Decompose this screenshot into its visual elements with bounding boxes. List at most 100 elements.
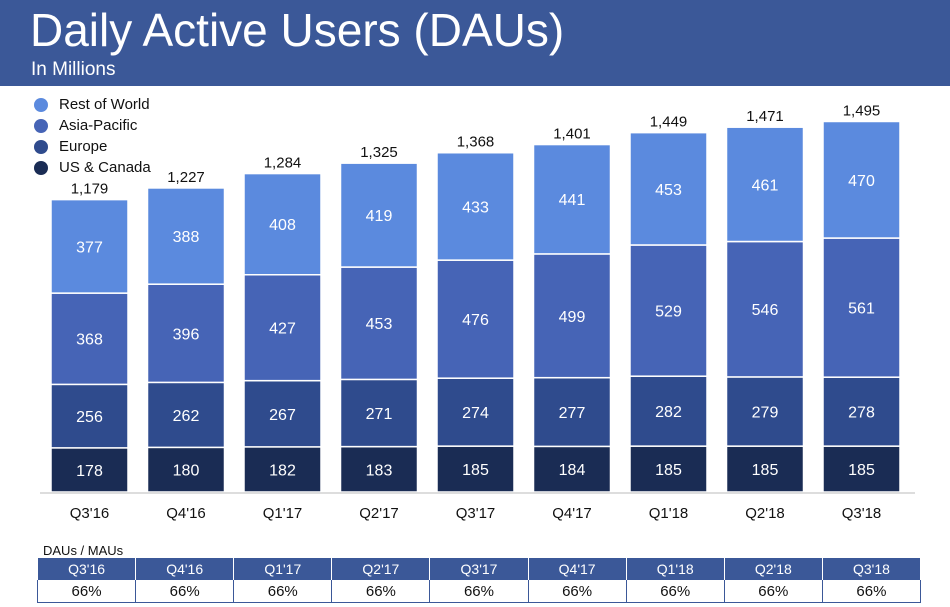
x-tick-label: Q3'16 [70, 505, 110, 522]
segment-label-europe: 256 [76, 409, 103, 426]
segment-label-asia-pacific: 476 [462, 312, 489, 329]
segment-label-europe: 278 [848, 405, 875, 422]
bar-segment-europe [146, 381, 226, 449]
bar-segment-europe [243, 379, 322, 448]
bar-segment-rest-of-world [339, 162, 419, 268]
segment-label-rest-of-world: 461 [752, 177, 779, 194]
legend-swatch-europe [34, 139, 48, 154]
dau-mau-header: Q3'18 [821, 558, 922, 580]
segment-label-rest-of-world: 377 [76, 239, 103, 256]
bar-segment-asia-pacific [725, 240, 805, 378]
legend-label-rest-of-world: Rest of World [59, 96, 150, 113]
dau-mau-value: 66% [233, 579, 333, 603]
bar-segment-rest-of-world [725, 126, 805, 243]
bar-segment-rest-of-world [532, 143, 612, 255]
bar-total-label: 1,495 [843, 102, 881, 119]
bar-segment-rest-of-world [50, 198, 129, 294]
bar-segment-asia-pacific [50, 292, 129, 386]
dau-mau-caption: DAUs / MAUs [43, 543, 124, 558]
bar-segment-asia-pacific [822, 237, 901, 378]
dau-stacked-bar-chart: 178 256 368 377 1,179 Q3'16 180 262 396 388 1,227 Q… [40, 102, 915, 522]
bar-segment-europe [629, 375, 708, 447]
segment-label-europe: 271 [366, 406, 393, 423]
x-tick-label: Q3'17 [456, 505, 496, 522]
bar-segment-asia-pacific [532, 253, 612, 379]
bar-segment-rest-of-world [243, 172, 322, 276]
segment-label-us-and-canada: 182 [269, 462, 296, 479]
segment-label-europe: 262 [173, 408, 200, 425]
x-tick-label: Q3'18 [842, 505, 882, 522]
segment-label-europe: 277 [559, 405, 586, 422]
dau-mau-header: Q4'16 [135, 558, 235, 580]
segment-label-europe: 279 [752, 405, 779, 422]
legend-item-us-canada: US & Canada [34, 157, 151, 178]
segment-label-rest-of-world: 433 [462, 199, 489, 216]
bar-segment-us-and-canada [50, 447, 129, 493]
x-tick-label: Q4'17 [552, 505, 592, 522]
legend-swatch-asia-pacific [34, 118, 48, 133]
legend-item-asia-pacific: Asia-Pacific [34, 115, 151, 136]
bar-segment-europe [725, 376, 805, 447]
bar-segment-us-and-canada [243, 446, 322, 493]
bar-total-label: 1,449 [650, 114, 688, 131]
bar-segment-us-and-canada [436, 445, 515, 493]
bar-segment-us-and-canada [339, 445, 419, 493]
bar-segment-asia-pacific [436, 259, 515, 379]
bar-segment-us-and-canada [629, 445, 708, 493]
bar-segment-rest-of-world [436, 151, 515, 261]
dau-mau-value: 66% [625, 579, 725, 603]
bar-segment-rest-of-world [822, 120, 901, 239]
dau-mau-header: Q3'17 [429, 558, 529, 580]
segment-label-asia-pacific: 561 [848, 301, 875, 318]
bar-segment-europe [50, 383, 129, 449]
dau-mau-value: 66% [331, 579, 431, 603]
dau-mau-value: 66% [36, 579, 137, 603]
segment-label-rest-of-world: 441 [559, 192, 586, 209]
title-banner: Daily Active Users (DAUs) In Millions [0, 0, 950, 86]
dau-mau-value: 66% [429, 579, 529, 603]
bar-total-label: 1,471 [746, 108, 784, 125]
segment-label-rest-of-world: 388 [173, 229, 200, 246]
dau-mau-header: Q4'17 [527, 558, 627, 580]
bar-total-label: 1,227 [167, 169, 205, 186]
bar-segment-europe [532, 376, 612, 448]
segment-label-us-and-canada: 185 [462, 462, 489, 479]
segment-label-asia-pacific: 396 [173, 326, 200, 343]
dau-mau-value: 66% [821, 579, 922, 603]
x-tick-label: Q2'18 [745, 505, 785, 522]
x-tick-label: Q4'16 [166, 505, 206, 522]
segment-label-rest-of-world: 453 [655, 182, 682, 199]
dau-mau-value-row: 66% 66% 66% 66% 66% 66% 66% 66% 66% [36, 579, 922, 603]
bar-total-label: 1,401 [553, 126, 591, 143]
segment-label-us-and-canada: 183 [366, 462, 393, 479]
page-title: Daily Active Users (DAUs) [30, 4, 565, 56]
dau-mau-header: Q2'17 [331, 558, 431, 580]
legend-swatch-us-canada [34, 160, 48, 175]
segment-label-asia-pacific: 529 [655, 304, 682, 321]
segment-label-rest-of-world: 419 [366, 208, 393, 225]
bar-total-label: 1,368 [457, 134, 495, 151]
segment-label-europe: 267 [269, 407, 296, 424]
dau-mau-header: Q1'18 [625, 558, 725, 580]
segment-label-rest-of-world: 470 [848, 173, 875, 190]
segment-label-us-and-canada: 184 [559, 462, 586, 479]
legend-item-europe: Europe [34, 136, 151, 157]
dau-mau-header: Q2'18 [723, 558, 823, 580]
dau-mau-value: 66% [723, 579, 823, 603]
legend-label-europe: Europe [59, 138, 108, 155]
legend-item-rest-of-world: Rest of World [34, 94, 151, 115]
dau-mau-value: 66% [527, 579, 627, 603]
dau-mau-table: Q3'16 Q4'16 Q1'17 Q2'17 Q3'17 Q4'17 Q1'1… [36, 558, 922, 603]
bar-segment-asia-pacific [243, 274, 322, 382]
bar-segment-asia-pacific [629, 244, 708, 377]
segment-label-us-and-canada: 185 [752, 462, 779, 479]
segment-label-europe: 274 [462, 405, 489, 422]
bar-segment-asia-pacific [339, 266, 419, 381]
legend-swatch-rest-of-world [34, 97, 48, 112]
segment-label-asia-pacific: 499 [559, 309, 586, 326]
x-tick-label: Q1'18 [649, 505, 689, 522]
dau-mau-header: Q3'16 [36, 558, 137, 580]
segment-label-asia-pacific: 546 [752, 302, 779, 319]
segment-label-asia-pacific: 368 [76, 332, 103, 349]
segment-label-us-and-canada: 185 [848, 462, 875, 479]
